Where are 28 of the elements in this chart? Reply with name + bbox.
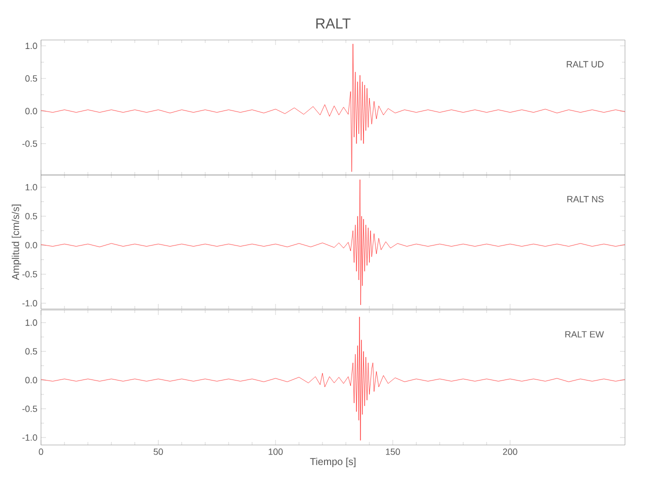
- y-tick-label: -0.5: [22, 270, 38, 278]
- annotation: RALT NS: [567, 196, 604, 202]
- y-tick-label: 0.0: [25, 108, 38, 114]
- x-tick-label: 150: [386, 448, 400, 455]
- y-tick-label: 1.0: [26, 42, 38, 50]
- x-tick-label: 100: [268, 448, 283, 455]
- y-tick-label: -0.5: [22, 140, 38, 147]
- y-tick-label: 1.0: [26, 184, 38, 190]
- chart-title: RALT: [316, 18, 351, 28]
- annotation: RALT UD: [566, 61, 604, 68]
- x-tick-label: 50: [154, 448, 163, 455]
- y-tick-label: 0.0: [25, 376, 38, 384]
- y-tick-label: -1.0: [22, 300, 38, 306]
- x-tick-label: 0: [38, 448, 44, 455]
- line-series: [41, 44, 625, 172]
- y-tick-label: 0.5: [25, 212, 38, 220]
- y-tick-label: 0.5: [25, 75, 38, 82]
- y-tick-label: -1.0: [22, 434, 38, 441]
- y-tick-label: 0.0: [25, 242, 38, 248]
- line-series: [41, 179, 625, 306]
- y-tick-label: 1.0: [26, 319, 38, 326]
- y-tick-label: 0.5: [25, 348, 38, 355]
- line-series: [41, 316, 625, 441]
- x-tick-label: 200: [503, 448, 518, 455]
- y-axis-title: Amplitud [cm/s/s]: [12, 204, 22, 280]
- x-axis-title: Tiempo [s]: [310, 458, 356, 468]
- annotation: RALT EW: [565, 331, 604, 338]
- y-tick-label: -0.5: [22, 406, 38, 412]
